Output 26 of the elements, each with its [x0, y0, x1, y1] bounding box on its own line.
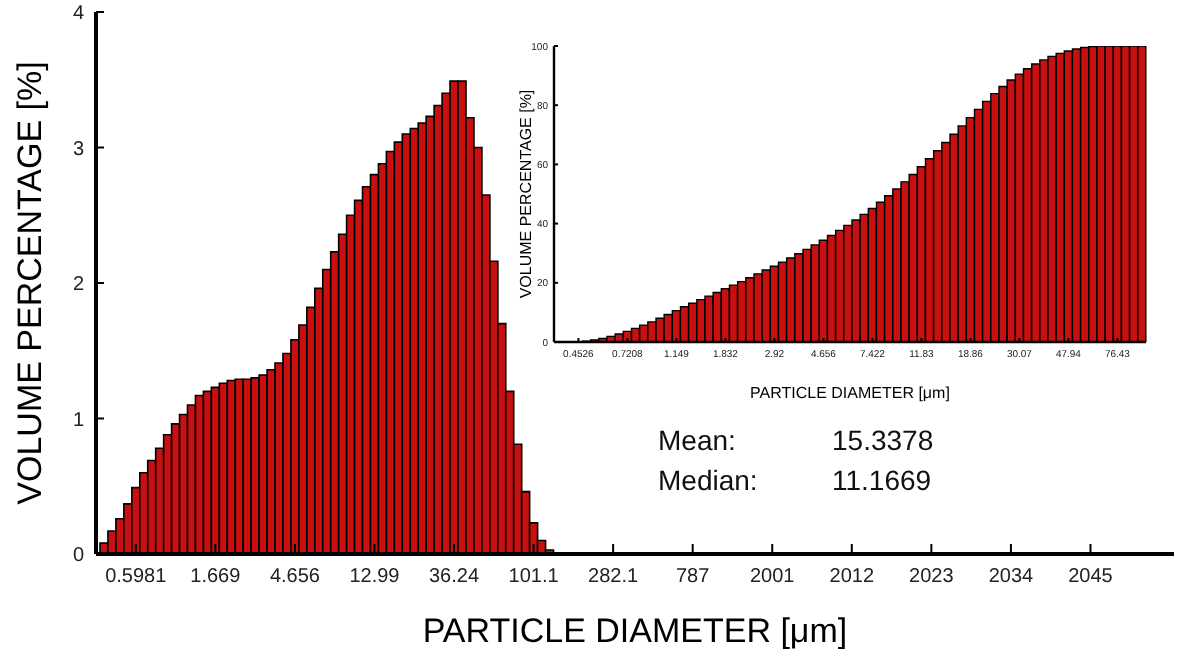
x-tick-label: 2034 [988, 566, 1035, 589]
y-tick-label: 3 [72, 138, 85, 161]
x-axis-title: PARTICLE DIAMETER [μm] [750, 384, 950, 402]
y-tick-label: 1 [72, 409, 85, 432]
x-tick-label: 2001 [749, 566, 796, 589]
y-tick-label: 2 [72, 274, 85, 297]
annotation: Median: [658, 464, 758, 496]
y-tick-label: 0 [72, 545, 85, 568]
x-tick-label: 2023 [909, 566, 955, 589]
x-tick-label: 4.656 [269, 566, 321, 589]
x-tick-label: 2045 [1068, 566, 1114, 589]
annotation: 11.1669 [832, 464, 932, 496]
y-tick-label: 4 [72, 3, 85, 26]
x-tick-label: 282.1 [588, 566, 640, 589]
y-axis-title: VOLUME PERCENTAGE [%] [517, 89, 535, 299]
annotation: 15.3378 [832, 424, 934, 456]
annotation: Mean: [658, 424, 736, 456]
x-tick-label: 787 [676, 566, 711, 589]
x-tick-label: 2012 [829, 566, 875, 589]
y-axis-title: VOLUME PERCENTAGE [%] [11, 61, 49, 505]
x-tick-label: 36.24 [428, 566, 480, 589]
x-tick-label: 1.669 [190, 566, 242, 589]
x-tick-label: 12.99 [349, 566, 401, 589]
x-tick-label: 101.1 [508, 566, 560, 589]
x-axis-title: PARTICLE DIAMETER [μm] [422, 612, 848, 650]
x-tick-label: 0.5981 [105, 566, 168, 589]
